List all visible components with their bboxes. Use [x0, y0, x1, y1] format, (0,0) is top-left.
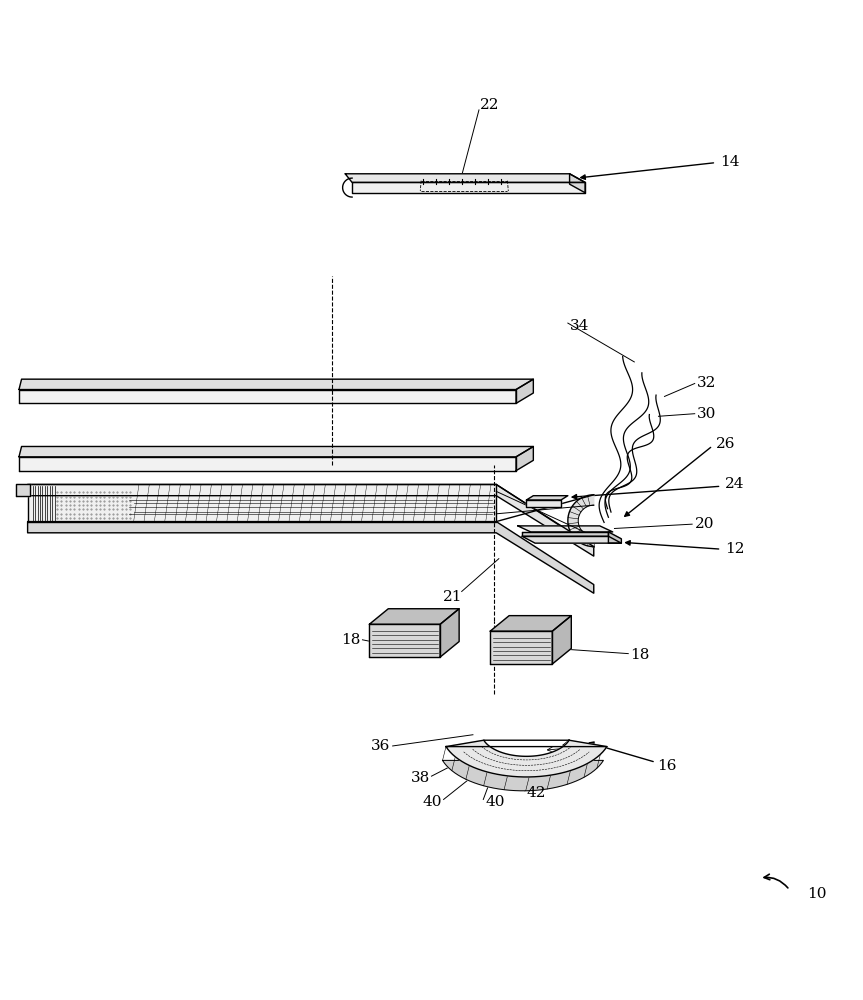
Polygon shape [570, 174, 585, 193]
Polygon shape [490, 631, 552, 664]
Text: 40: 40 [485, 795, 505, 809]
Text: 34: 34 [570, 319, 589, 333]
Text: 18: 18 [630, 648, 649, 662]
Text: 24: 24 [725, 477, 745, 491]
Text: 16: 16 [658, 759, 677, 773]
Polygon shape [19, 446, 533, 457]
Polygon shape [518, 526, 613, 532]
Polygon shape [352, 182, 585, 193]
Polygon shape [490, 616, 571, 631]
Polygon shape [369, 609, 459, 624]
Polygon shape [526, 500, 561, 507]
Text: 40: 40 [422, 795, 442, 809]
Polygon shape [19, 390, 516, 403]
Text: 14: 14 [721, 155, 740, 169]
Polygon shape [568, 495, 594, 547]
Text: 26: 26 [716, 437, 736, 451]
Polygon shape [552, 616, 571, 664]
Polygon shape [516, 446, 533, 471]
Polygon shape [16, 484, 30, 496]
Text: 22: 22 [481, 98, 500, 112]
Polygon shape [19, 457, 516, 471]
Text: 42: 42 [526, 786, 546, 800]
Polygon shape [526, 496, 568, 500]
Polygon shape [28, 484, 496, 522]
Polygon shape [522, 536, 621, 543]
Text: 12: 12 [725, 542, 745, 556]
Polygon shape [19, 379, 533, 390]
Text: 30: 30 [697, 407, 716, 421]
Text: 32: 32 [697, 376, 716, 390]
Text: 20: 20 [695, 517, 715, 531]
Polygon shape [608, 532, 621, 543]
Text: 36: 36 [371, 739, 390, 753]
Text: 10: 10 [807, 887, 827, 901]
Polygon shape [28, 484, 594, 556]
Polygon shape [446, 740, 607, 777]
Polygon shape [440, 609, 459, 657]
Polygon shape [443, 760, 603, 791]
Text: 18: 18 [342, 633, 361, 647]
Polygon shape [28, 522, 594, 593]
Text: 38: 38 [411, 771, 430, 785]
Polygon shape [345, 174, 585, 182]
Text: 21: 21 [444, 590, 463, 604]
Polygon shape [369, 624, 440, 657]
Polygon shape [522, 532, 608, 536]
Polygon shape [516, 379, 533, 403]
